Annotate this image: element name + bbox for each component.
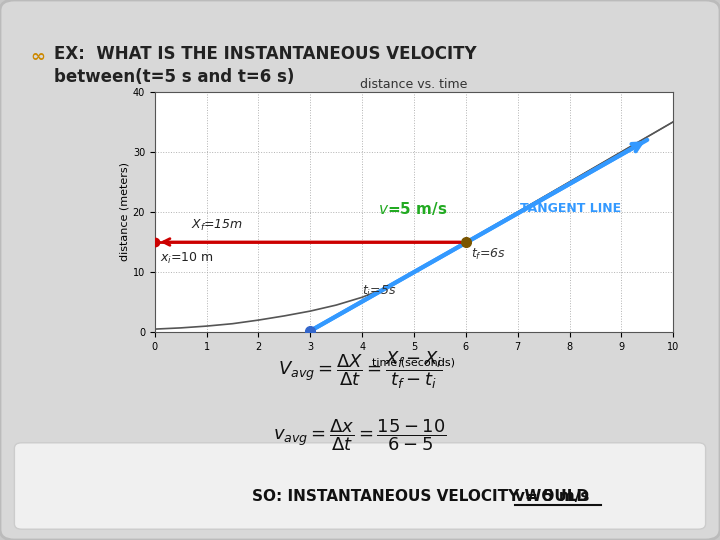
- Text: $X_f$=15m: $X_f$=15m: [191, 218, 243, 233]
- Text: between(t=5 s and t=6 s): between(t=5 s and t=6 s): [54, 68, 294, 86]
- Text: $t_f$=6s: $t_f$=6s: [471, 247, 506, 262]
- Text: $t_i$=5s: $t_i$=5s: [362, 284, 397, 299]
- Text: $x_i$=10 m: $x_i$=10 m: [160, 251, 214, 266]
- Y-axis label: distance (meters): distance (meters): [120, 163, 130, 261]
- Text: EX:  WHAT IS THE INSTANTANEOUS VELOCITY: EX: WHAT IS THE INSTANTANEOUS VELOCITY: [54, 45, 477, 63]
- Text: $v_{avg} = \dfrac{\Delta x}{\Delta t} = \dfrac{15 - 10}{6 - 5}$: $v_{avg} = \dfrac{\Delta x}{\Delta t} = …: [273, 417, 447, 453]
- FancyBboxPatch shape: [14, 443, 706, 529]
- X-axis label: time (seconds): time (seconds): [372, 357, 456, 367]
- Text: v= 5 m/s: v= 5 m/s: [515, 489, 589, 504]
- Text: $v$=5 m/s: $v$=5 m/s: [378, 200, 447, 218]
- Text: $V_{avg} = \dfrac{\Delta X}{\Delta t} = \dfrac{X_f - X_i}{t_f - t_i}$: $V_{avg} = \dfrac{\Delta X}{\Delta t} = …: [278, 349, 442, 391]
- Title: distance vs. time: distance vs. time: [360, 78, 468, 91]
- Text: TANGENT LINE: TANGENT LINE: [521, 202, 621, 215]
- Text: SO: INSTANTANEOUS VELOCITY WOULD: SO: INSTANTANEOUS VELOCITY WOULD: [252, 489, 594, 504]
- Text: ∞: ∞: [30, 48, 45, 66]
